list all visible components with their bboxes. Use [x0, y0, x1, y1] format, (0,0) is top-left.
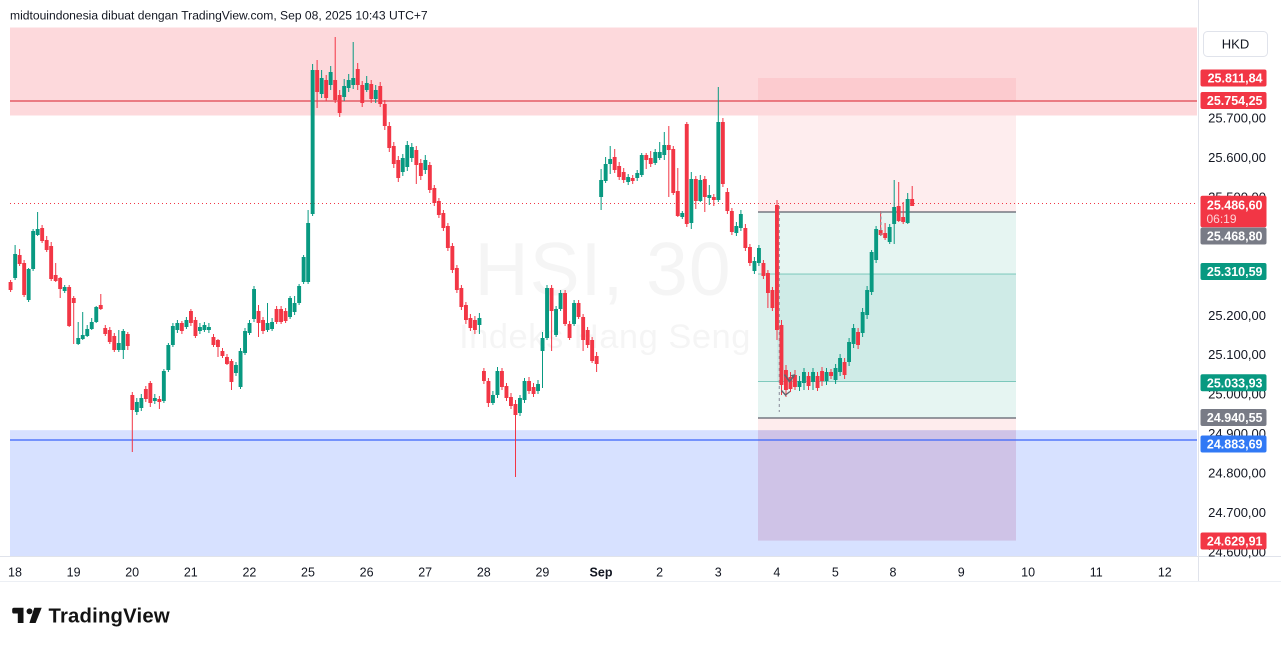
svg-text:06:19: 06:19 [1207, 212, 1237, 226]
svg-text:25.200,00: 25.200,00 [1208, 308, 1266, 323]
svg-text:midtouindonesia dibuat dengan: midtouindonesia dibuat dengan TradingVie… [10, 9, 428, 23]
svg-text:25.486,60: 25.486,60 [1207, 198, 1263, 212]
svg-text:Indeks Hang Seng: Indeks Hang Seng [459, 318, 751, 356]
svg-text:21: 21 [184, 566, 198, 580]
svg-text:Sep: Sep [590, 566, 613, 580]
svg-text:25.754,25: 25.754,25 [1207, 94, 1263, 108]
svg-text:HKD: HKD [1222, 37, 1249, 52]
svg-text:25.033,93: 25.033,93 [1207, 376, 1263, 390]
svg-text:25: 25 [301, 566, 315, 580]
svg-text:18: 18 [8, 566, 22, 580]
svg-text:25.600,00: 25.600,00 [1208, 150, 1266, 165]
svg-text:29: 29 [535, 566, 549, 580]
svg-text:10: 10 [1021, 566, 1035, 580]
svg-text:25.700,00: 25.700,00 [1208, 111, 1266, 126]
svg-text:22: 22 [242, 566, 256, 580]
svg-text:24.700,00: 24.700,00 [1208, 505, 1266, 520]
svg-text:9: 9 [958, 566, 965, 580]
svg-text:27: 27 [418, 566, 432, 580]
svg-text:24.800,00: 24.800,00 [1208, 466, 1266, 481]
svg-text:20: 20 [125, 566, 139, 580]
svg-text:26: 26 [360, 566, 374, 580]
svg-text:3: 3 [715, 566, 722, 580]
svg-text:11: 11 [1090, 566, 1103, 580]
svg-text:24.629,91: 24.629,91 [1207, 535, 1263, 549]
svg-text:HSI, 30: HSI, 30 [474, 227, 731, 311]
svg-text:24.940,55: 24.940,55 [1207, 411, 1263, 425]
svg-text:25.468,80: 25.468,80 [1207, 230, 1263, 244]
svg-text:28: 28 [477, 566, 491, 580]
svg-text:19: 19 [67, 566, 81, 580]
svg-text:25.811,84: 25.811,84 [1208, 72, 1263, 86]
svg-text:4: 4 [773, 566, 780, 580]
svg-text:25.100,00: 25.100,00 [1208, 347, 1266, 362]
svg-text:25.310,59: 25.310,59 [1207, 265, 1263, 279]
svg-text:8: 8 [890, 566, 897, 580]
svg-text:5: 5 [832, 566, 839, 580]
svg-text:2: 2 [656, 566, 663, 580]
svg-text:24.883,69: 24.883,69 [1207, 438, 1263, 452]
svg-text:12: 12 [1158, 566, 1172, 580]
svg-text:TradingView: TradingView [49, 605, 170, 627]
